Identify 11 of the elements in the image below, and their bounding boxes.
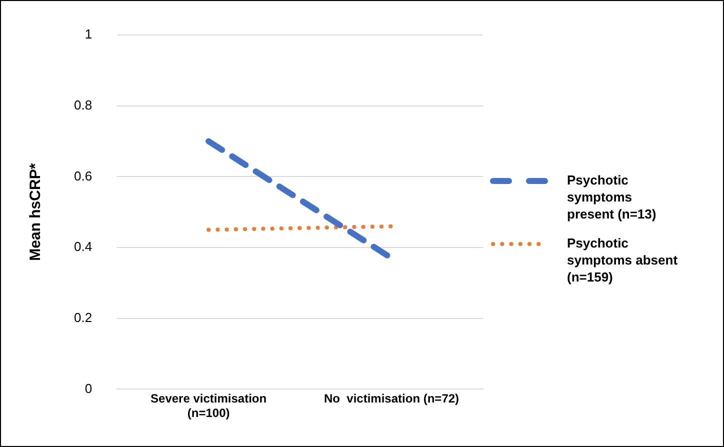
y-axis-title: Mean hsCRP* <box>27 163 44 261</box>
x-tick-label: Severe victimisation (n=100) <box>150 392 267 420</box>
y-tick-label: 0.8 <box>74 97 92 112</box>
y-tick-label: 0.6 <box>74 168 92 184</box>
y-tick-label: 0.4 <box>74 239 92 254</box>
x-tick-label: No victimisation (n=72) <box>324 392 460 406</box>
y-tick-label: 1 <box>84 26 92 42</box>
legend-label: Psychotic symptoms absent (n=159) <box>567 236 678 285</box>
y-tick-label: 0 <box>84 380 92 396</box>
legend-label: Psychotic symptoms present (n=13) <box>567 172 656 222</box>
y-tick-label: 0.2 <box>74 310 92 325</box>
